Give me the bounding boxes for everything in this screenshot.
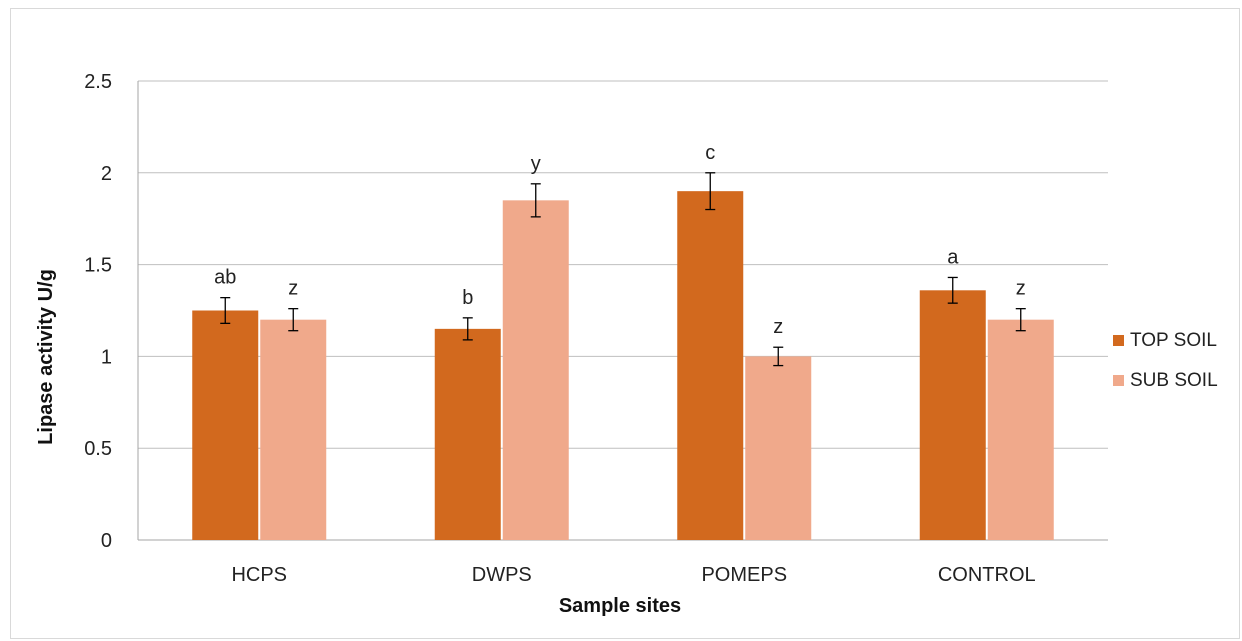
- y-axis-ticks: 0 0.5 1 1.5 2 2.5: [84, 71, 112, 552]
- significance-label: ab: [214, 267, 236, 289]
- bar-hcps-top-soil: [192, 310, 259, 540]
- error-bar: [530, 183, 541, 218]
- bars: [192, 191, 1054, 540]
- y-axis-title: Lipase activity U/g: [35, 269, 57, 445]
- y-tick-label: 2: [101, 163, 112, 185]
- legend-swatch: [1113, 375, 1124, 386]
- significance-label: z: [1016, 278, 1026, 300]
- error-bar: [462, 317, 473, 341]
- y-tick-label: 1.5: [84, 255, 112, 277]
- y-tick-label: 0.5: [84, 438, 112, 460]
- x-tick-label: DWPS: [472, 564, 532, 586]
- significance-label: b: [462, 287, 473, 309]
- error-bar: [773, 346, 784, 367]
- y-tick-label: 0: [101, 530, 112, 552]
- y-tick-label: 2.5: [84, 71, 112, 93]
- legend-label: SUB SOIL: [1130, 370, 1218, 391]
- bar-pomeps-top-soil: [677, 191, 744, 540]
- legend-item: SUB SOIL: [1113, 370, 1218, 391]
- significance-label: a: [947, 246, 959, 268]
- error-bar: [947, 276, 958, 304]
- x-tick-label: HCPS: [231, 564, 287, 586]
- error-bar: [288, 308, 299, 332]
- x-tick-label: CONTROL: [938, 564, 1036, 586]
- error-bar: [220, 296, 231, 325]
- error-bar: [705, 172, 716, 211]
- bar-pomeps-sub-soil: [745, 356, 812, 540]
- bar-dwps-sub-soil: [502, 200, 569, 540]
- x-tick-label: POMEPS: [701, 564, 787, 586]
- legend-swatch: [1113, 335, 1124, 346]
- legend-item: TOP SOIL: [1113, 330, 1217, 351]
- x-axis-title: Sample sites: [559, 595, 681, 617]
- bar-hcps-sub-soil: [260, 319, 327, 540]
- significance-label: y: [531, 153, 541, 175]
- legend-label: TOP SOIL: [1130, 330, 1217, 351]
- significance-labels: ab z b y c z a z: [214, 142, 1026, 338]
- significance-label: c: [705, 142, 715, 164]
- bar-dwps-top-soil: [434, 328, 501, 540]
- error-bar: [1015, 308, 1026, 332]
- significance-label: z: [773, 316, 783, 338]
- y-tick-label: 1: [101, 346, 112, 368]
- legend: TOP SOIL SUB SOIL: [1113, 330, 1218, 391]
- bar-control-top-soil: [919, 290, 986, 540]
- error-bars: [220, 172, 1026, 367]
- bar-control-sub-soil: [987, 319, 1054, 540]
- significance-label: z: [288, 278, 298, 300]
- x-axis-ticks: HCPS DWPS POMEPS CONTROL: [231, 564, 1035, 586]
